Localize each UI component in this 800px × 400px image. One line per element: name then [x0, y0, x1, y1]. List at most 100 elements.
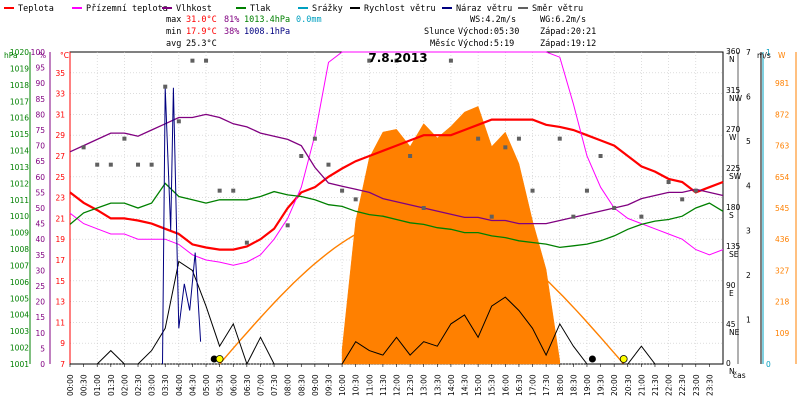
tick-label-pressure_hpa: 1005 — [10, 294, 29, 303]
tick-label-humidity_pct: 65 — [35, 157, 45, 166]
axis-header-wm2: W — [778, 51, 786, 60]
x-tick-label: 12:30 — [406, 374, 415, 396]
tick-label-rain: 1 — [766, 48, 771, 57]
x-tick-label: 02:30 — [134, 374, 143, 396]
legend-label: Tlak — [250, 4, 270, 14]
wind-direction-point — [108, 162, 113, 167]
sun-set: Západ:20:21 — [540, 27, 596, 37]
tick-label-humidity_pct: 60 — [35, 173, 45, 182]
wind-direction-point — [190, 58, 195, 63]
wind-direction-point — [81, 145, 86, 150]
tick-label-pressure_hpa: 1014 — [10, 147, 29, 156]
wind-direction-point — [217, 188, 222, 193]
stats-min-hum: 38% — [224, 27, 239, 37]
tick-label-solar: 763 — [775, 142, 790, 151]
wind-direction-point — [231, 188, 236, 193]
x-tick-label: 21:00 — [637, 374, 646, 396]
tick-label-wind-speed: 1 — [746, 315, 751, 324]
tick-label-pressure_hpa: 1015 — [10, 130, 29, 139]
legend-label: Srážky — [312, 4, 343, 14]
tick-label-wind-compass: N — [729, 367, 735, 376]
tick-label-pressure_hpa: 1017 — [10, 97, 29, 106]
x-tick-label: 05:30 — [216, 374, 225, 396]
tick-label-pressure_hpa: 1009 — [10, 229, 29, 238]
tick-label-pressure_hpa: 1012 — [10, 179, 29, 188]
x-tick-label: 03:30 — [161, 374, 170, 396]
tick-label-pressure_hpa: 1003 — [10, 327, 29, 336]
wind-wg: WG:6.2m/s — [540, 15, 586, 25]
tick-label-humidity_pct: 75 — [35, 126, 45, 135]
tick-label-temperature_c: 19 — [55, 235, 65, 244]
x-tick-label: 17:30 — [542, 374, 551, 396]
x-axis-label: čas — [733, 371, 746, 380]
x-tick-label: 01:00 — [93, 374, 102, 396]
tick-label-temperature_c: 21 — [55, 214, 65, 223]
tick-label-wind-compass: S — [729, 211, 734, 220]
tick-label-humidity_pct: 95 — [35, 64, 45, 73]
wind-direction-point — [421, 206, 426, 210]
tick-label-wind-compass: SE — [729, 250, 739, 259]
x-tick-label: 22:00 — [665, 374, 674, 396]
tick-label-wind-dir: 135 — [726, 242, 741, 251]
wind-ws: WS:4.2m/s — [470, 15, 516, 25]
x-tick-label: 01:30 — [107, 374, 116, 396]
tick-label-solar: 872 — [775, 110, 790, 119]
tick-label-solar: 981 — [775, 79, 790, 88]
wind-direction-point — [204, 58, 209, 63]
wind-direction-point — [299, 154, 304, 158]
tick-label-wind-dir: 225 — [726, 164, 741, 173]
stats-max-label: max — [166, 15, 181, 25]
wind-direction-point — [476, 136, 481, 141]
tick-label-wind-speed: 6 — [746, 93, 751, 102]
stats-max-press: 1013.4hPa — [244, 15, 290, 25]
wind-direction-point — [680, 197, 685, 202]
x-tick-label: 20:00 — [610, 374, 619, 396]
wind-direction-point — [367, 58, 372, 63]
tick-label-temperature_c: 23 — [55, 194, 65, 203]
wind-direction-point — [95, 162, 100, 167]
legend-label: Rychlost větru — [364, 4, 436, 14]
tick-label-humidity_pct: 25 — [35, 282, 45, 291]
x-tick-label: 03:00 — [148, 374, 157, 396]
solar-radiation-area — [219, 106, 625, 365]
legend-label: Vlhkost — [176, 4, 212, 14]
x-tick-label: 14:00 — [447, 374, 456, 396]
tick-label-humidity_pct: 40 — [35, 235, 45, 244]
x-tick-label: 22:30 — [678, 374, 687, 396]
tick-label-wind-dir: 360 — [726, 47, 741, 56]
wind-direction-point — [489, 214, 494, 219]
series-line-n-raz-v-tru — [162, 87, 202, 365]
stats-avg-temp: 25.3°C — [186, 39, 217, 49]
tick-label-wind-speed: 7 — [746, 48, 751, 57]
legend-label: Přízemní teplota — [86, 4, 168, 14]
x-tick-label: 16:00 — [501, 374, 510, 396]
tick-label-wind-speed: 5 — [746, 137, 751, 146]
tick-label-pressure_hpa: 1007 — [10, 261, 29, 270]
stats-max-hum: 81% — [224, 15, 239, 25]
x-tick-label: 05:00 — [202, 374, 211, 396]
tick-label-temperature_c: 15 — [55, 277, 65, 286]
tick-label-humidity_pct: 80 — [35, 110, 45, 119]
x-tick-label: 06:30 — [243, 374, 252, 396]
tick-label-wind-dir: 180 — [726, 203, 741, 212]
wind-direction-point — [326, 162, 331, 167]
wind-direction-point — [353, 197, 358, 202]
stats-min-label: min — [166, 27, 181, 37]
x-tick-label: 00:00 — [66, 374, 75, 396]
tick-label-wind-compass: SW — [729, 172, 742, 181]
x-tick-label: 06:00 — [229, 374, 238, 396]
tick-label-temperature_c: 31 — [55, 110, 65, 119]
x-tick-label: 12:00 — [393, 374, 402, 396]
wind-direction-point — [149, 162, 154, 167]
series-line-tlak — [69, 182, 724, 249]
moon-rise: Východ:5:19 — [458, 39, 514, 49]
wind-direction-point — [448, 58, 453, 63]
tick-label-wind-dir: 45 — [726, 320, 736, 329]
axis-header-hpa: hPa — [4, 51, 18, 60]
sunrise-marker — [215, 355, 224, 363]
x-tick-label: 13:30 — [433, 374, 442, 396]
tick-label-humidity_pct: 100 — [31, 48, 46, 57]
wind-direction-point — [571, 214, 576, 219]
tick-label-pressure_hpa: 1002 — [10, 344, 29, 353]
